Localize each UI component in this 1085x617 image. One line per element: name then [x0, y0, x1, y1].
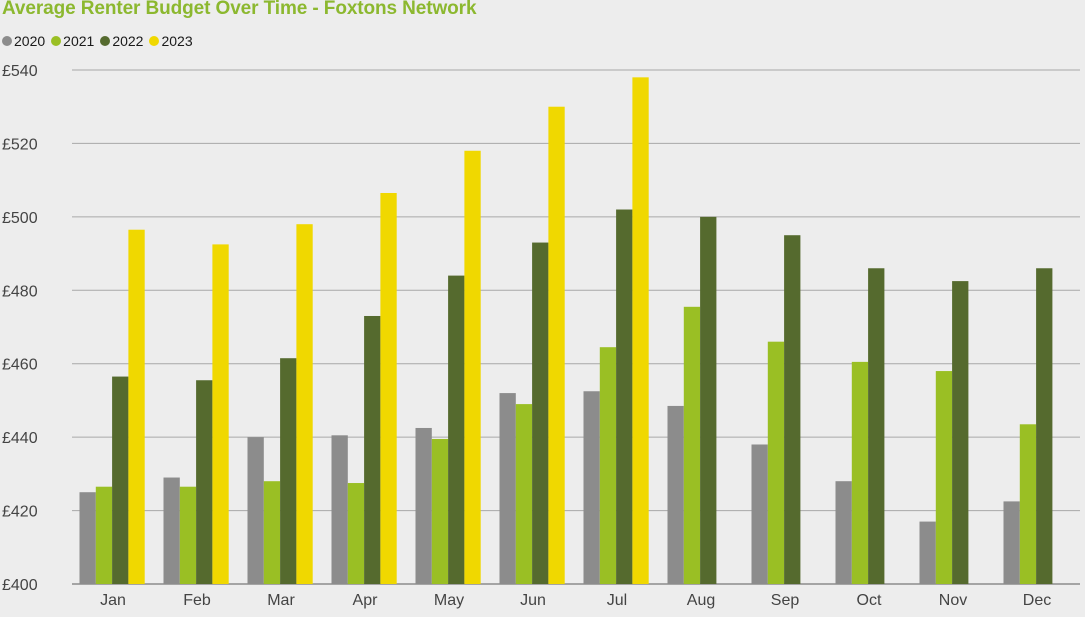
y-tick-label: £440: [2, 430, 38, 447]
bar-2021-feb: [179, 486, 197, 584]
legend-swatch-2022: [100, 36, 111, 46]
y-tick-label: £500: [2, 210, 38, 227]
legend-label-2021: 2021: [63, 33, 95, 49]
bar-2021-jan: [95, 486, 113, 584]
y-tick-label: £540: [2, 63, 38, 80]
x-tick-label: Mar: [267, 592, 295, 609]
x-tick-label: May: [434, 592, 464, 609]
legend-swatch-2020: [2, 36, 12, 46]
legend-label-2020: 2020: [14, 33, 46, 49]
chart-title: Average Renter Budget Over Time - Foxton…: [2, 0, 477, 19]
x-tick-label: Apr: [353, 592, 379, 609]
bar-2022-feb: [196, 380, 213, 584]
bar-2022-mar: [280, 358, 297, 584]
bar-2022-aug: [700, 216, 717, 584]
bar-2020-jun: [499, 393, 516, 584]
legend-item-2020: 2020: [2, 33, 45, 49]
x-tick-label: Oct: [857, 592, 882, 609]
bar-2022-jul: [616, 209, 633, 584]
bar-2022-jun: [532, 242, 549, 585]
bar-2020-sep: [751, 444, 768, 584]
bar-2022-apr: [364, 315, 381, 584]
legend: 2020 2021 2022 2023: [2, 33, 199, 49]
bar-2021-mar: [263, 481, 281, 584]
y-tick-label: £520: [2, 136, 38, 153]
bar-2021-jul: [599, 347, 617, 584]
x-tick-label: Nov: [939, 592, 967, 609]
y-tick-label: £400: [2, 577, 38, 594]
legend-swatch-2021: [51, 36, 62, 46]
bar-2021-dec: [1019, 424, 1037, 584]
x-tick-label: Jun: [520, 592, 546, 609]
bar-2020-may: [415, 427, 432, 584]
bar-2020-jan: [79, 492, 96, 584]
x-tick-label: Jan: [100, 592, 126, 609]
bar-2020-apr: [331, 435, 348, 584]
bar-2021-nov: [935, 371, 953, 584]
x-tick-label: Sep: [771, 592, 800, 609]
bar-2022-sep: [784, 235, 801, 584]
bar-2020-aug: [667, 405, 684, 584]
bar-2020-mar: [247, 437, 264, 584]
x-tick-label: Dec: [1023, 592, 1051, 609]
bar-2023-mar: [296, 224, 313, 584]
bar-2021-sep: [767, 341, 785, 584]
bar-2021-may: [431, 438, 449, 584]
y-tick-label: £480: [2, 283, 38, 300]
bar-2023-feb: [212, 244, 229, 584]
x-tick-label: Jul: [607, 592, 627, 609]
bar-2020-nov: [919, 521, 936, 584]
bar-2023-apr: [380, 192, 397, 584]
x-tick-label: Aug: [687, 592, 715, 609]
bar-2020-dec: [1003, 501, 1020, 584]
legend-swatch-2023: [149, 36, 160, 46]
bar-2021-apr: [347, 483, 365, 584]
legend-label-2023: 2023: [161, 33, 193, 49]
y-tick-label: £460: [2, 357, 38, 374]
legend-label-2022: 2022: [112, 33, 144, 49]
bar-2022-jan: [112, 376, 129, 584]
bar-2020-oct: [835, 481, 852, 584]
y-tick-label: £420: [2, 504, 38, 521]
bar-2022-may: [448, 275, 465, 584]
legend-item-2023: 2023: [149, 33, 193, 49]
bar-2022-nov: [952, 281, 969, 584]
bar-2020-feb: [163, 477, 180, 584]
bar-2022-dec: [1036, 268, 1053, 584]
bar-2021-aug: [683, 306, 701, 584]
bar-2020-jul: [583, 391, 600, 584]
x-tick-label: Feb: [183, 592, 211, 609]
bar-2023-jan: [128, 229, 145, 584]
bar-2021-oct: [851, 361, 869, 584]
bar-2021-jun: [515, 404, 533, 584]
legend-item-2022: 2022: [100, 33, 143, 49]
bar-2023-jun: [548, 106, 565, 584]
bar-2022-oct: [868, 268, 885, 584]
legend-item-2021: 2021: [51, 33, 94, 49]
bar-2023-jul: [632, 77, 649, 584]
bar-2023-may: [464, 150, 481, 584]
